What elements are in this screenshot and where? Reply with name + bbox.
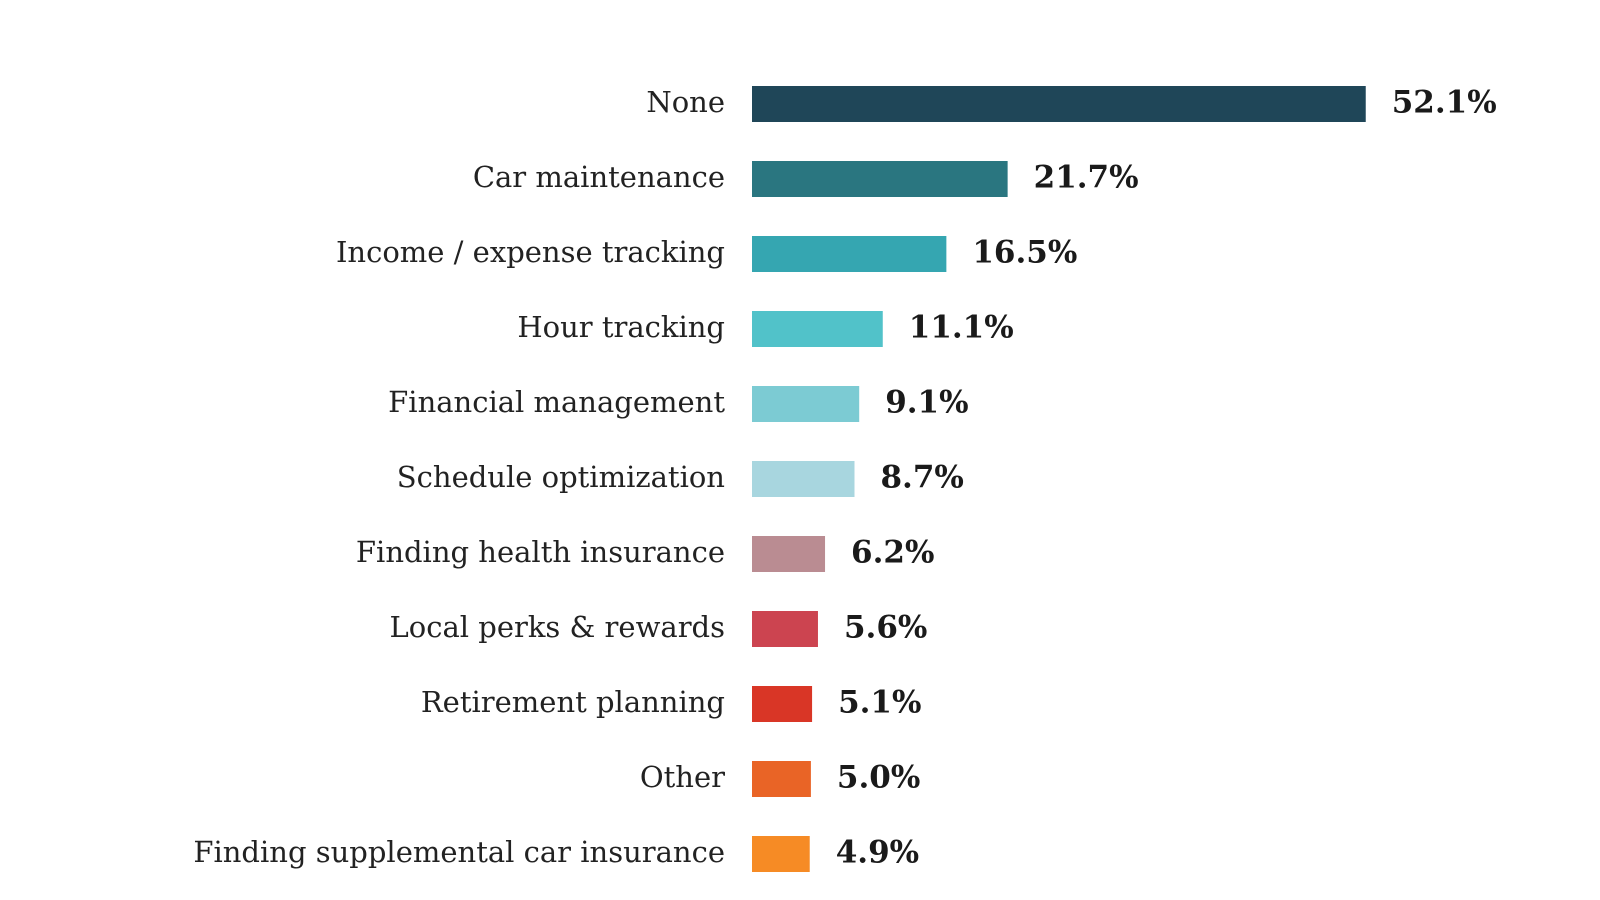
bar [752,611,818,647]
bar [752,836,810,872]
bar [752,761,811,797]
value-label: 52.1% [1392,85,1497,121]
bar [752,461,855,497]
category-label: Financial management [388,385,725,419]
bar [752,686,813,722]
bar [752,161,1008,197]
category-label: Income / expense tracking [336,235,725,269]
category-label: Finding health insurance [356,535,725,569]
value-label: 6.2% [851,535,934,571]
category-label: Finding supplemental car insurance [193,835,725,869]
category-label: Schedule optimization [397,460,725,494]
category-label: Hour tracking [517,310,725,344]
value-label: 16.5% [972,235,1077,271]
value-label: 5.0% [837,760,920,796]
value-label: 4.9% [836,835,919,871]
bar [752,536,826,572]
bar [752,236,947,272]
bar [752,311,883,347]
category-label: Car maintenance [473,160,725,194]
category-label: Other [640,760,725,794]
bars-group: None 52.1% Car maintenance 21.7% Income / ex… [193,85,1497,872]
value-label: 21.7% [1034,160,1139,196]
value-label: 11.1% [909,310,1014,346]
bar [752,386,860,422]
category-label: Local perks & rewards [390,610,725,644]
bar [752,86,1366,122]
value-label: 9.1% [885,385,968,421]
category-label: None [646,85,725,119]
value-label: 8.7% [880,460,963,496]
value-label: 5.1% [838,685,921,721]
category-label: Retirement planning [421,685,725,719]
value-label: 5.6% [844,610,927,646]
